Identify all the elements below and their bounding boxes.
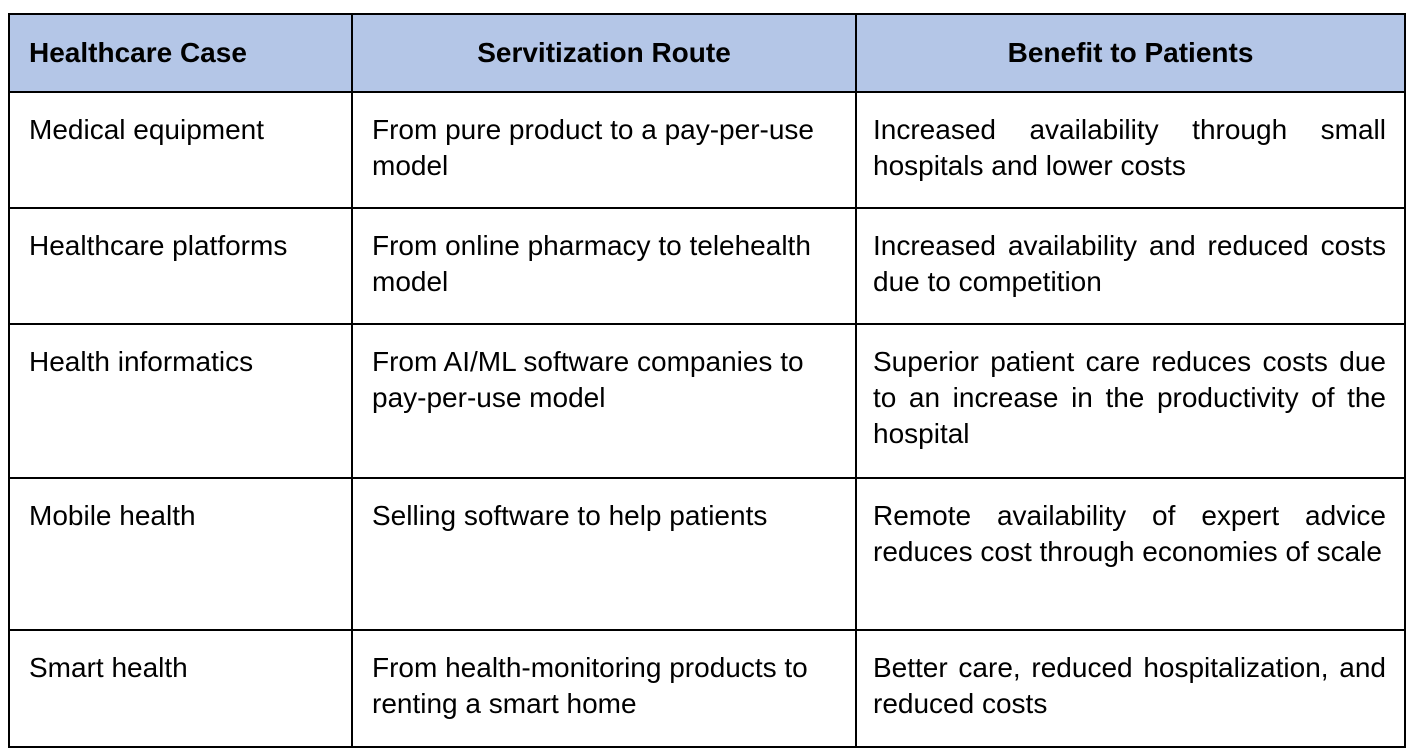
table-row: Medical equipment From pure product to a… — [8, 91, 1406, 209]
table-row: Health informatics From AI/ML software c… — [8, 323, 1406, 479]
healthcare-case-cell: Medical equipment — [8, 91, 353, 209]
servitization-route-cell: From health-monitoring products to renti… — [351, 629, 857, 748]
benefit-cell: Remote availability of expert advice red… — [855, 477, 1406, 631]
column-header-servitization-route: Servitization Route — [351, 13, 857, 93]
header-row: Healthcare Case Servitization Route Bene… — [8, 13, 1406, 93]
benefit-cell: Increased availability through small hos… — [855, 91, 1406, 209]
benefit-cell: Increased availability and reduced costs… — [855, 207, 1406, 325]
table-row: Mobile health Selling software to help p… — [8, 477, 1406, 631]
table-header: Healthcare Case Servitization Route Bene… — [8, 13, 1406, 93]
column-header-benefit-to-patients: Benefit to Patients — [855, 13, 1406, 93]
servitization-route-cell: From AI/ML software companies to pay-per… — [351, 323, 857, 479]
benefit-cell: Superior patient care reduces costs due … — [855, 323, 1406, 479]
servitization-route-cell: From online pharmacy to telehealth model — [351, 207, 857, 325]
table-body: Medical equipment From pure product to a… — [8, 91, 1406, 748]
servitization-route-cell: Selling software to help patients — [351, 477, 857, 631]
servitization-table: Healthcare Case Servitization Route Bene… — [8, 13, 1406, 748]
healthcare-case-cell: Smart health — [8, 629, 353, 748]
table-row: Healthcare platforms From online pharmac… — [8, 207, 1406, 325]
benefit-cell: Better care, reduced hospitalization, an… — [855, 629, 1406, 748]
healthcare-case-cell: Healthcare platforms — [8, 207, 353, 325]
healthcare-case-cell: Health informatics — [8, 323, 353, 479]
healthcare-case-cell: Mobile health — [8, 477, 353, 631]
servitization-route-cell: From pure product to a pay-per-use model — [351, 91, 857, 209]
column-header-healthcare-case: Healthcare Case — [8, 13, 353, 93]
table-row: Smart health From health-monitoring prod… — [8, 629, 1406, 748]
